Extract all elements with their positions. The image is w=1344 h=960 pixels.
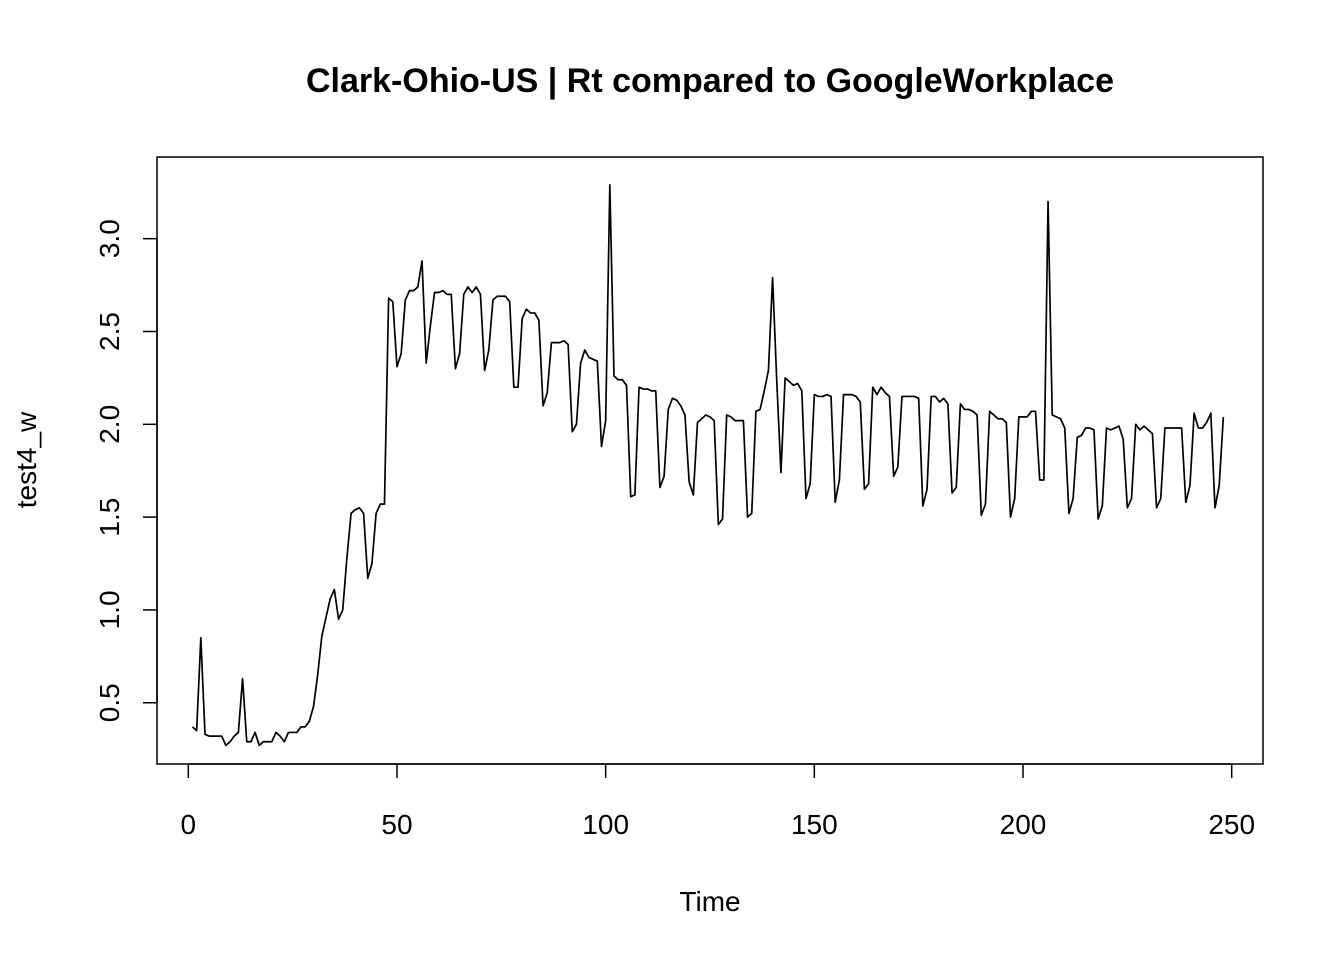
x-tick-label: 150	[791, 809, 838, 840]
y-tick-label: 2.5	[94, 312, 125, 351]
y-tick-label: 2.0	[94, 405, 125, 444]
x-tick-label: 0	[181, 809, 197, 840]
x-axis: 0 50 100 150 200 250	[181, 763, 1255, 840]
chart-title: Clark-Ohio-US | Rt compared to GoogleWor…	[306, 62, 1114, 100]
y-axis-label: test4_w	[11, 411, 42, 508]
series-layer	[191, 183, 1225, 747]
y-tick-label: 1.5	[94, 498, 125, 537]
x-tick-label: 250	[1208, 809, 1255, 840]
x-tick-label: 100	[582, 809, 629, 840]
series-line	[191, 183, 1225, 747]
x-tick-label: 50	[381, 809, 412, 840]
x-tick-label: 200	[1000, 809, 1047, 840]
x-axis-label: Time	[679, 886, 740, 917]
y-tick-label: 0.5	[94, 683, 125, 722]
y-tick-label: 3.0	[94, 219, 125, 258]
y-axis: 0.5 1.0 1.5 2.0 2.5 3.0	[94, 219, 158, 722]
plot-box	[156, 156, 1264, 765]
y-tick-label: 1.0	[94, 590, 125, 629]
